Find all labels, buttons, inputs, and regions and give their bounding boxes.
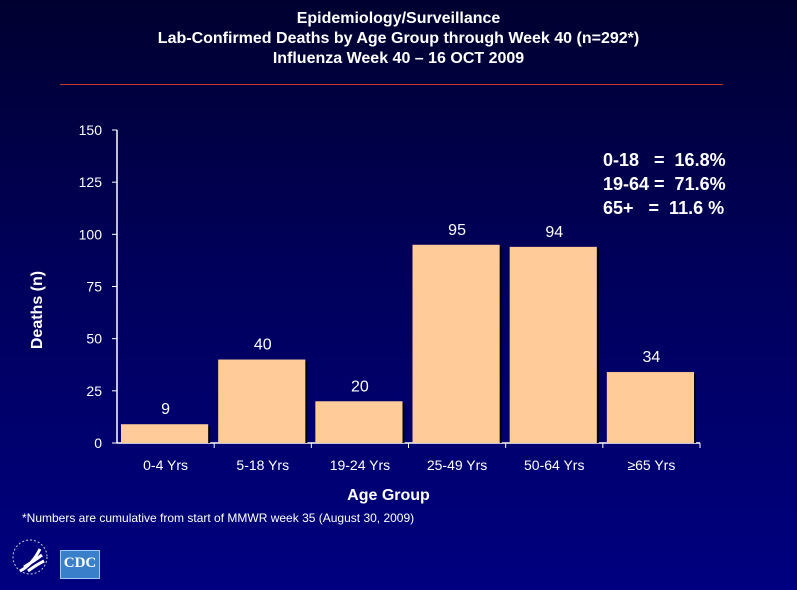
x-tick-label: 19-24 Yrs	[330, 457, 390, 473]
x-tick-label: 50-64 Yrs	[524, 457, 584, 473]
chart-subtitle: Influenza Week 40 – 16 OCT 2009	[272, 50, 525, 67]
bar	[606, 372, 694, 443]
y-axis-label: Deaths (n)	[29, 271, 46, 349]
bar	[509, 246, 597, 443]
y-tick-label: 100	[79, 226, 103, 242]
bar	[218, 359, 306, 443]
x-tick-label: 5-18 Yrs	[236, 457, 289, 473]
data-label: 95	[448, 222, 466, 239]
data-label: 34	[643, 349, 661, 366]
x-tick-label: 0-4 Yrs	[143, 457, 188, 473]
footnote: *Numbers are cumulative from start of MM…	[22, 511, 415, 525]
y-tick-label: 25	[86, 383, 102, 399]
data-label: 94	[545, 224, 563, 241]
x-axis-label: Age Group	[347, 487, 430, 504]
bar	[121, 424, 209, 443]
data-label: 20	[351, 378, 369, 395]
bar	[412, 244, 500, 443]
data-label: 40	[254, 337, 272, 354]
y-tick-label: 50	[86, 331, 102, 347]
bar	[315, 401, 403, 443]
y-tick-label: 150	[79, 122, 103, 138]
x-tick-label: 25-49 Yrs	[427, 457, 487, 473]
age-percentages: 0-18 = 16.8% 19-64 = 71.6% 65+ = 11.6 %	[603, 150, 726, 218]
x-tick-label: ≥65 Yrs	[627, 457, 675, 473]
data-label: 9	[161, 401, 170, 418]
hhs-logo-icon	[12, 539, 48, 575]
chart-title: Lab-Confirmed Deaths by Age Group throug…	[157, 30, 640, 47]
y-tick-label: 0	[94, 435, 102, 451]
cdc-logo: CDC	[60, 550, 100, 579]
divider	[60, 84, 723, 85]
y-tick-label: 75	[86, 279, 102, 295]
slide-title: Epidemiology/Surveillance	[296, 10, 501, 27]
y-tick-label: 125	[79, 174, 103, 190]
